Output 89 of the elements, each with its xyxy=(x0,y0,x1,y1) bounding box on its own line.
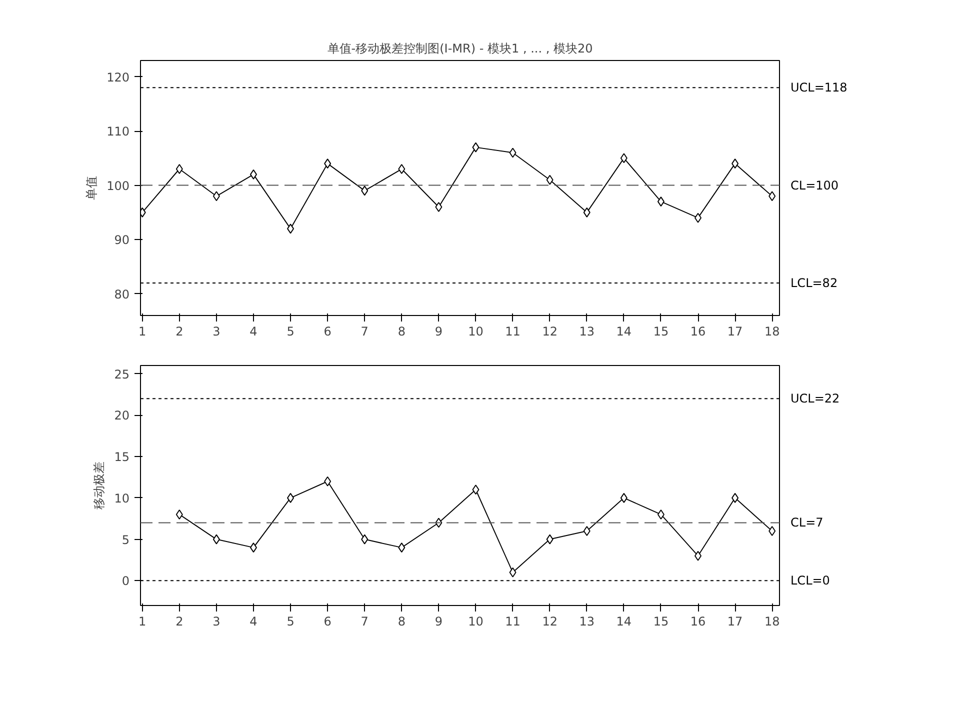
point xyxy=(287,224,294,234)
point xyxy=(768,191,776,202)
x-tick-label: 17 xyxy=(727,614,743,628)
point xyxy=(546,174,554,185)
x-tick-label: 18 xyxy=(764,614,780,628)
point xyxy=(287,492,294,503)
y-tick-label: 120 xyxy=(106,70,130,84)
x-tick-label: 4 xyxy=(250,324,258,338)
point xyxy=(324,158,332,169)
point xyxy=(509,567,516,578)
x-tick-label: 2 xyxy=(176,324,184,338)
point xyxy=(435,202,442,212)
x-tick-label: 4 xyxy=(250,614,258,628)
point xyxy=(620,153,628,164)
point xyxy=(546,534,554,544)
ref-line-label: UCL=118 xyxy=(790,80,848,95)
point xyxy=(361,534,368,544)
point xyxy=(583,207,590,218)
point xyxy=(694,212,702,223)
y-tick-label: 15 xyxy=(114,450,130,464)
x-tick-label: 11 xyxy=(505,324,520,338)
x-tick-label: 9 xyxy=(434,324,443,338)
x-tick-label: 6 xyxy=(324,324,332,338)
x-tick-label: 12 xyxy=(542,614,558,628)
point xyxy=(212,191,220,202)
x-tick-label: 6 xyxy=(324,614,332,628)
x-tick-label: 15 xyxy=(653,614,669,628)
y-tick-label: 0 xyxy=(122,574,130,588)
point xyxy=(324,476,332,486)
point xyxy=(657,509,664,520)
x-tick-label: 9 xyxy=(434,614,443,628)
y-tick-label: 100 xyxy=(106,178,130,193)
ref-line-label: LCL=0 xyxy=(790,574,830,588)
y-tick-label: 90 xyxy=(114,233,130,248)
x-tick-label: 16 xyxy=(690,324,706,338)
x-tick-label: 1 xyxy=(138,614,146,628)
x-tick-label: 15 xyxy=(653,324,669,338)
x-tick-label: 13 xyxy=(579,324,595,338)
point xyxy=(176,509,183,520)
x-tick-label: 7 xyxy=(360,324,368,338)
x-tick-label: 5 xyxy=(286,614,294,628)
x-tick-label: 17 xyxy=(727,324,743,338)
point xyxy=(250,542,257,553)
point xyxy=(398,164,406,174)
y-tick-label: 110 xyxy=(106,124,130,139)
point xyxy=(694,550,702,561)
x-tick-label: 10 xyxy=(468,614,484,628)
x-tick-label: 8 xyxy=(398,324,406,338)
point xyxy=(250,169,257,180)
point xyxy=(768,526,776,536)
x-tick-label: 16 xyxy=(690,614,706,628)
x-tick-label: 2 xyxy=(176,614,184,628)
y-tick-label: 25 xyxy=(114,367,130,382)
point xyxy=(509,148,516,158)
x-tick-label: 8 xyxy=(398,614,406,628)
x-tick-label: 18 xyxy=(764,324,780,338)
point xyxy=(657,196,664,207)
y-axis-title: 移动极差 xyxy=(92,462,106,510)
point xyxy=(732,158,739,169)
y-tick-label: 5 xyxy=(122,532,130,547)
y-axis-title: 单值 xyxy=(84,176,99,200)
point xyxy=(472,484,480,495)
point xyxy=(361,186,368,196)
point xyxy=(472,142,480,152)
chart-title: 单值-移动极差控制图(I-MR) - 模块1 , ... , 模块20 xyxy=(327,42,593,56)
y-tick-label: 80 xyxy=(114,287,130,302)
ref-line-label: CL=100 xyxy=(790,178,839,192)
x-tick-label: 14 xyxy=(616,324,632,338)
point xyxy=(398,542,406,553)
x-tick-label: 3 xyxy=(212,324,220,338)
x-tick-label: 12 xyxy=(542,324,558,338)
x-tick-label: 3 xyxy=(212,614,220,628)
ref-line-label: CL=7 xyxy=(790,516,824,530)
point xyxy=(620,492,628,503)
ref-line-label: UCL=22 xyxy=(790,392,840,406)
x-tick-label: 1 xyxy=(138,324,146,338)
x-tick-label: 7 xyxy=(360,614,368,628)
x-tick-label: 14 xyxy=(616,614,632,628)
ref-line-label: LCL=82 xyxy=(790,276,838,290)
x-tick-label: 5 xyxy=(286,324,294,338)
x-tick-label: 10 xyxy=(468,324,484,338)
point xyxy=(732,492,739,503)
point xyxy=(583,526,590,536)
y-tick-label: 10 xyxy=(114,491,130,506)
x-tick-label: 11 xyxy=(505,614,520,628)
y-tick-label: 20 xyxy=(114,408,130,423)
point xyxy=(212,534,220,544)
x-tick-label: 13 xyxy=(579,614,595,628)
point xyxy=(176,164,183,174)
